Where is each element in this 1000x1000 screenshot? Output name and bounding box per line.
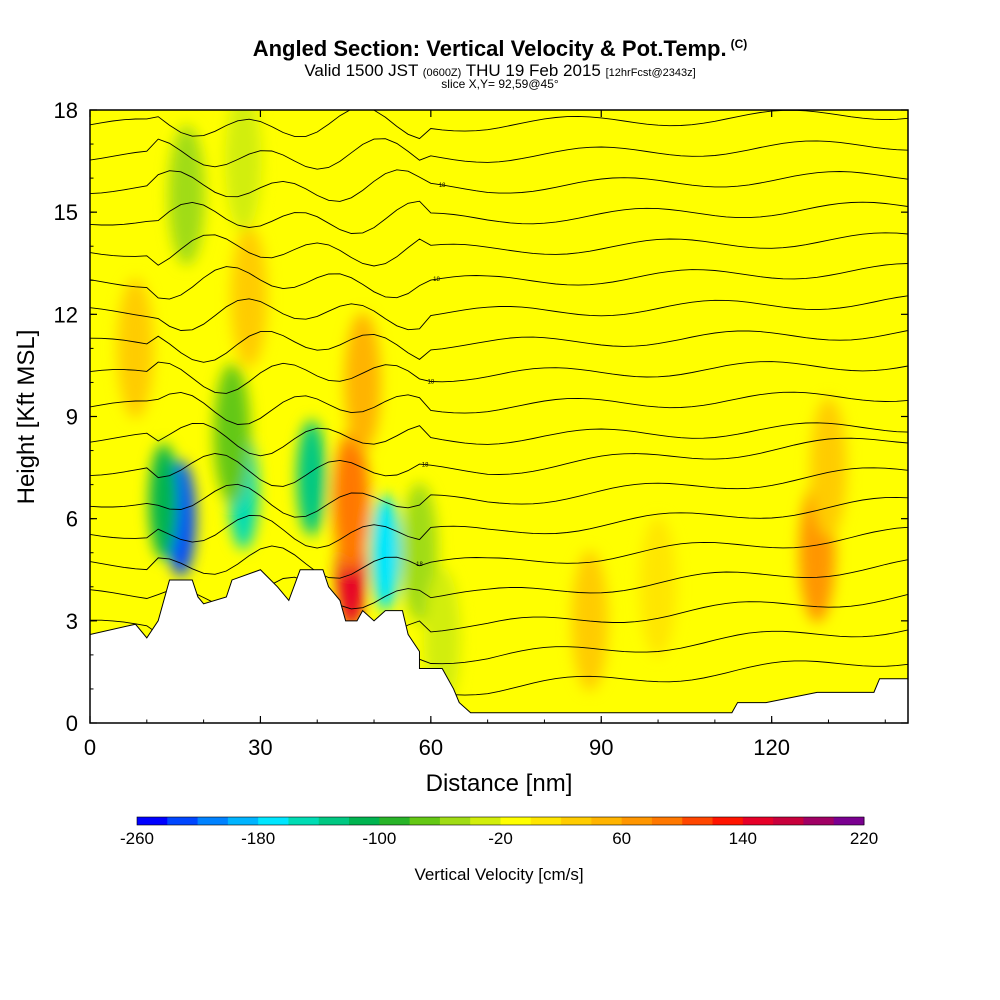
colorbar-swatch [258,817,289,825]
velocity-field [117,110,847,708]
theta-contours: 18181818181818 [90,76,908,705]
theta-contour [90,496,908,549]
theta-contour [90,361,908,394]
theta-contour [90,330,908,363]
velocity-cell [213,363,251,504]
colorbar-tick-label: -180 [241,829,275,848]
x-axis-label: Distance [nm] [426,770,573,797]
colorbar-swatch [833,817,865,825]
colorbar-label: Vertical Velocity [cm/s] [414,865,583,884]
slice-info: slice X,Y= 92,59@45° [441,77,559,91]
terrain [90,569,908,723]
chart-title-text: Angled Section: Vertical Velocity & Pot.… [252,36,727,61]
chart-subtitle: Valid 1500 JST (0600Z) THU 19 Feb 2015 [… [0,61,1000,81]
colorbar-tick-label: 140 [729,829,757,848]
contour-label: 18 [439,183,446,189]
theta-contour [90,422,908,457]
chart-title-mark: (C) [730,37,748,51]
velocity-cell [117,278,154,419]
valid-utc: (0600Z) [422,67,462,79]
colorbar-swatch [470,817,501,825]
theta-contour [90,437,908,487]
y-tick-label: 6 [66,507,78,532]
colorbar-swatch [197,817,229,825]
theta-contour [90,467,908,518]
colorbar-swatch [712,817,744,825]
theta-contour [90,391,908,425]
theta-contour [90,138,908,170]
velocity-cell [149,443,179,560]
colorbar-swatch [651,817,683,825]
theta-contour [90,169,908,202]
colorbar-swatch [500,817,532,825]
colorbar-swatch [318,817,350,825]
velocity-cell [401,482,438,623]
chart-title: Angled Section: Vertical Velocity & Pot.… [0,36,1000,62]
contour-label: 18 [445,98,452,104]
contour-label: 18 [416,562,423,568]
x-tick-label: 60 [419,735,443,760]
theta-contour [90,526,908,579]
plot-area: 18181818181818 [90,76,908,723]
colorbar-swatch [288,817,320,825]
colorbar-swatch [349,817,380,825]
y-tick-label: 15 [54,200,78,225]
theta-contour [90,295,908,331]
valid-date: THU 19 Feb 2015 [465,61,601,80]
velocity-cell [225,110,262,232]
velocity-cell [168,125,205,266]
colorbar-swatch [682,817,714,825]
colorbar-swatch [137,817,168,825]
colorbar-swatch [379,817,411,825]
colorbar-tick-label: -20 [488,829,513,848]
colorbar-tick-label: 220 [850,829,878,848]
y-tick-label: 18 [54,98,78,123]
theta-contour [90,232,908,267]
x-tick-label: 0 [84,735,96,760]
colorbar-tick-label: 60 [612,829,631,848]
y-tick-label: 0 [66,711,78,736]
velocity-cell [370,494,401,611]
colorbar-swatch [561,817,592,825]
theta-contour [90,76,908,108]
velocity-cell [344,312,381,453]
velocity-cell [810,397,847,538]
velocity-cell [333,431,370,572]
colorbar-swatch [439,817,471,825]
colorbar-swatch [167,817,199,825]
valid-prefix: Valid 1500 JST [304,61,419,80]
x-tick-label: 120 [753,735,790,760]
colorbar-swatch [409,817,441,825]
x-tick-label: 30 [248,735,272,760]
colorbar-swatch [773,817,804,825]
colorbar-swatch [803,817,835,825]
contour-label: 18 [427,380,434,386]
theta-contour [90,200,908,234]
y-axis: 0 3 6 9 12 15 18 [54,98,908,736]
velocity-cell [296,419,327,536]
colorbar-tick-label: -100 [362,829,396,848]
theta-contour [90,263,908,300]
x-axis: 0 30 60 90 120 [84,110,886,760]
colorbar-swatch [530,817,562,825]
velocity-cell [639,516,677,657]
colorbar-swatch [742,817,774,825]
colorbar-tick-labels: -260 -180 -100 -20 60 140 220 [120,829,878,848]
colorbar-swatch [227,817,259,825]
colorbar-tick-label: -260 [120,829,154,848]
y-tick-label: 12 [54,302,78,327]
colorbar [136,816,865,826]
y-tick-label: 3 [66,609,78,634]
x-tick-label: 90 [589,735,613,760]
colorbar-swatch [621,817,653,825]
contour-label: 18 [422,463,429,469]
colorbar-frame [136,816,865,826]
velocity-cell [230,227,268,368]
contour-label: 18 [433,277,440,283]
forecast-info: [12hrFcst@2343z] [605,67,696,79]
y-tick-label: 9 [66,405,78,430]
colorbar-swatch [591,817,623,825]
y-axis-label: Height [Kft MSL] [13,330,40,505]
